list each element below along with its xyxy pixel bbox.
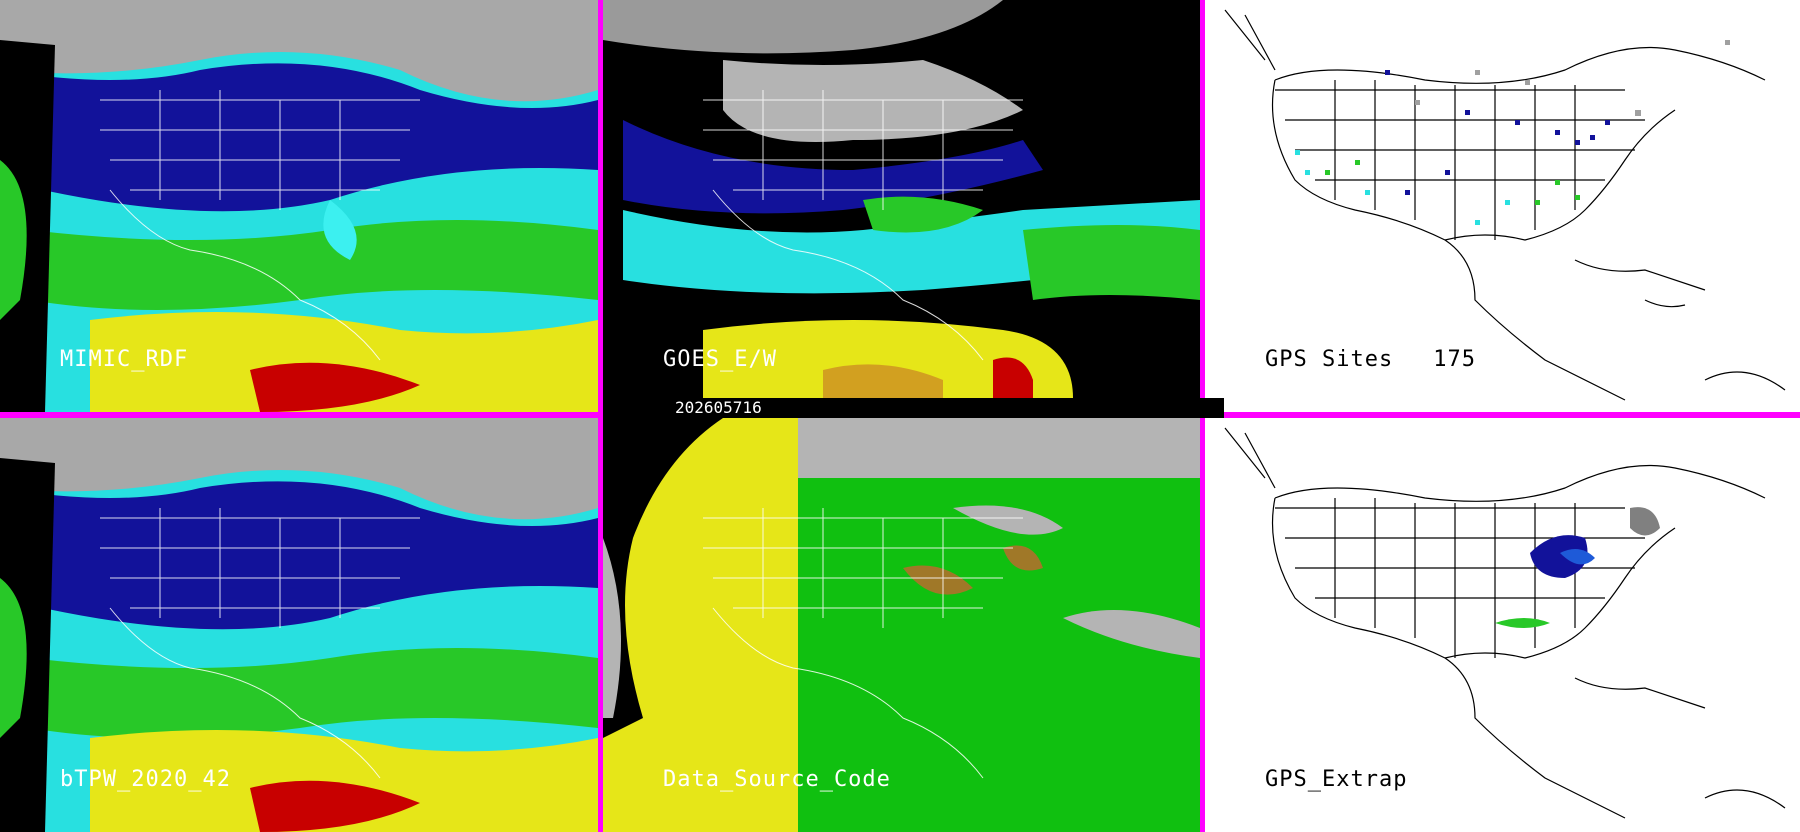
divider-horizontal-left [0,412,603,418]
panel-gps-sites[interactable]: GPS Sites 175 [1205,0,1800,412]
gps-extrap-map [1205,418,1800,832]
panel-goes-ew[interactable]: GOES_E/W [603,0,1200,398]
tpw-map-goes [603,0,1200,398]
panel-label: bTPW_2020_42 [60,767,231,792]
gps-sites-count: 175 [1433,347,1476,372]
panel-label: Data_Source_Code [663,767,891,792]
gps-sites-title: GPS Sites [1265,347,1394,372]
panel-data-source[interactable]: Data_Source_Code [603,418,1200,832]
tpw-map-btpw [0,418,598,832]
panel-mimic-rdf[interactable]: MIMIC_RDF [0,0,598,412]
panel-label: MIMIC_RDF [60,347,189,372]
panel-label: GOES_E/W [663,347,777,372]
gps-sites-map [1205,0,1800,412]
divider-horizontal-right [1205,412,1800,418]
panel-label: GPS_Extrap [1265,767,1408,792]
tpw-map-mimic [0,0,598,412]
data-source-map [603,418,1200,832]
panel-btpw[interactable]: bTPW_2020_42 [0,418,598,832]
timestamp-bar: 202605716 [665,398,1224,418]
panel-label: GPS Sites 175 [1265,347,1476,372]
panel-gps-extrap[interactable]: GPS_Extrap [1205,418,1800,832]
